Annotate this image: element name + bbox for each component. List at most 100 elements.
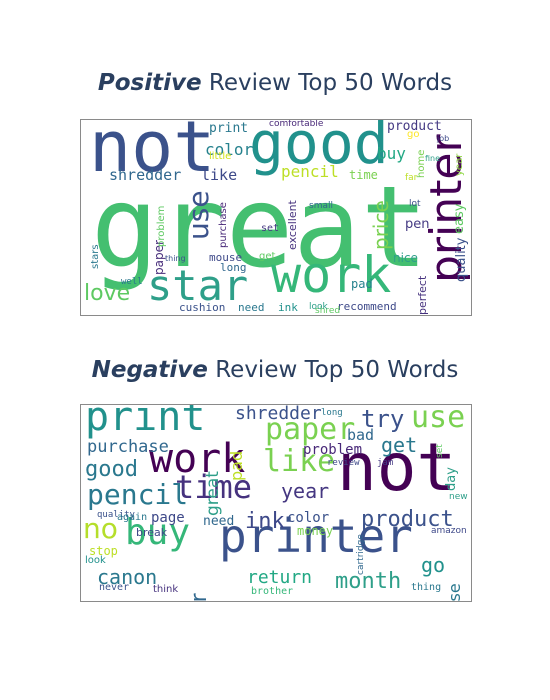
word-cartridge: cartridge <box>356 534 366 575</box>
word-paper: paper <box>265 412 356 447</box>
word-break: break <box>136 526 168 539</box>
word-print: print <box>85 404 206 440</box>
word-no: no <box>83 512 118 545</box>
word-money: money <box>297 524 334 538</box>
word-color: color <box>205 140 254 159</box>
word-job: job <box>437 134 450 143</box>
word-set: set <box>435 444 445 458</box>
word-shredder: shredder <box>109 166 182 184</box>
word-day: day <box>444 467 459 491</box>
word-work: work <box>149 436 246 482</box>
word-never: never <box>99 582 130 593</box>
word-shred: shred <box>315 306 341 316</box>
word-purchase: purchase <box>218 202 229 248</box>
negative-title: Negative Review Top 50 Words <box>0 357 550 383</box>
word-long: long <box>220 261 247 274</box>
word-use: use <box>411 404 466 435</box>
word-new: new <box>449 492 468 502</box>
word-stop: stop <box>89 544 118 558</box>
word-thing: thing <box>165 254 186 263</box>
word-star: star <box>187 593 212 601</box>
word-problem: problem <box>156 205 167 247</box>
word-great: great <box>203 471 223 516</box>
word-excellent: excellent <box>286 200 299 250</box>
word-good: good <box>249 119 389 177</box>
word-buy: buy <box>377 144 406 163</box>
word-try: try <box>361 405 405 433</box>
word-think: think <box>153 584 179 595</box>
word-mouse: mouse <box>445 583 464 601</box>
word-long: long <box>321 408 343 418</box>
word-again: again <box>117 512 148 523</box>
word-bad: bad <box>347 426 375 444</box>
word-look: look <box>309 302 328 312</box>
positive-word-cloud: great not good work star printer love use price p… <box>80 119 472 316</box>
word-fine: fine <box>425 154 441 163</box>
word-pencil: pencil <box>281 162 339 181</box>
word-printer: printer <box>219 509 413 563</box>
word-mouse: mouse <box>209 251 243 264</box>
word-ink: ink <box>278 301 298 314</box>
word-not: not <box>89 119 216 188</box>
word-time: time <box>175 468 253 506</box>
word-use: use <box>182 190 215 240</box>
word-love: love <box>84 281 131 306</box>
word-perfect: perfect <box>416 275 429 315</box>
positive-title-emphasis: Positive <box>97 70 202 96</box>
word-get: get <box>381 433 418 457</box>
word-ink: ink <box>245 509 285 534</box>
word-time: time <box>349 168 378 182</box>
word-product: product <box>361 507 454 532</box>
word-print: print <box>209 121 249 136</box>
word-buy: buy <box>125 512 191 553</box>
word-work: work <box>271 246 392 304</box>
word-jam: jam <box>377 458 394 468</box>
word-need: need <box>203 514 235 529</box>
negative-title-emphasis: Negative <box>91 357 208 383</box>
word-price: price <box>369 200 393 250</box>
word-lot: lot <box>409 199 421 209</box>
word-shredder: shredder <box>235 404 322 424</box>
word-far: far <box>405 173 418 183</box>
word-go: go <box>421 553 446 577</box>
word-well: well <box>121 277 143 287</box>
negative-word-cloud: not printer work print buy time pencil no like pa… <box>80 404 472 602</box>
word-product: product <box>387 119 442 134</box>
word-little: little <box>209 151 232 162</box>
word-pad: pad <box>351 277 373 291</box>
word-go: go <box>407 129 420 140</box>
word-purchase: purchase <box>87 437 169 457</box>
word-pad: pad <box>227 450 246 481</box>
word-quality: quality <box>454 237 469 282</box>
word-stars: stars <box>90 244 101 269</box>
word-review: review <box>327 458 360 468</box>
word-thing: thing <box>411 582 442 593</box>
negative-title-rest: Review Top 50 Words <box>215 357 459 383</box>
word-color: color <box>287 510 330 526</box>
word-like: like <box>201 166 238 184</box>
word-problem: problem <box>303 442 363 458</box>
word-recommend: recommend <box>337 300 397 313</box>
word-pen: pen <box>405 217 430 232</box>
word-pencil: pencil <box>87 478 189 511</box>
positive-title-rest: Review Top 50 Words <box>208 70 453 96</box>
word-amazon: amazon <box>431 526 467 536</box>
word-not: not <box>337 429 457 506</box>
positive-title: Positive Review Top 50 Words <box>0 70 550 96</box>
word-good: good <box>85 457 138 482</box>
word-nice: nice <box>393 251 418 265</box>
word-like: like <box>263 444 336 479</box>
word-brother: brother <box>251 586 294 597</box>
word-easy: easy <box>452 203 467 234</box>
word-year: year <box>454 153 465 176</box>
word-month: month <box>335 569 402 594</box>
word-small: small <box>309 201 333 211</box>
word-need: need <box>238 301 265 314</box>
word-set: set <box>261 223 280 234</box>
word-comfortable: comfortable <box>269 119 324 129</box>
word-return: return <box>247 567 313 588</box>
word-canon: canon <box>97 565 158 589</box>
word-look: look <box>85 555 106 566</box>
word-cushion: cushion <box>179 301 226 314</box>
word-great: great <box>91 163 429 293</box>
